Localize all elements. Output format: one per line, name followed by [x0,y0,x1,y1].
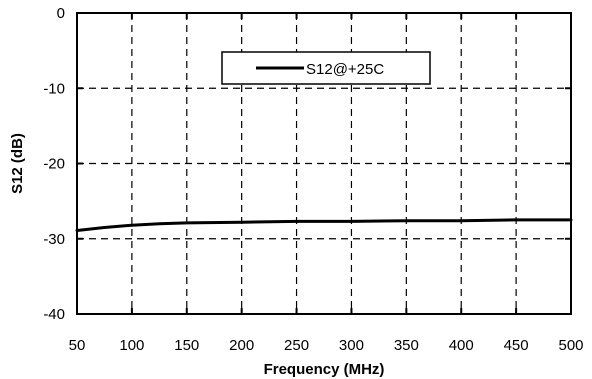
x-tick-labels: 50 100 150 200 250 300 350 400 450 500 [69,337,584,354]
x-tick-label: 500 [558,337,583,354]
x-tick-label: 50 [69,337,86,354]
y-tick-label: -10 [43,80,65,97]
y-tick-labels: 0 -10 -20 -30 -40 [43,5,65,323]
x-tick-label: 150 [174,337,199,354]
x-tick-label: 250 [284,337,309,354]
x-tick-label: 350 [394,337,419,354]
x-axis-title: Frequency (MHz) [264,361,385,378]
legend: S12@+25C [221,51,431,85]
y-tick-label: -30 [43,231,65,248]
x-tick-label: 200 [229,337,254,354]
legend-label: S12@+25C [306,61,384,78]
y-axis-title: S12 (dB) [9,133,26,194]
series-line-s12-25c [75,218,573,232]
x-tick-label: 400 [449,337,474,354]
series-lines [75,218,573,232]
x-tick-label: 300 [339,337,364,354]
y-tick-label: 0 [57,5,65,22]
y-tick-label: -40 [43,306,65,323]
x-tick-label: 450 [504,337,529,354]
x-tick-label: 100 [119,337,144,354]
y-tick-label: -20 [43,156,65,173]
tick-marks [76,12,572,315]
